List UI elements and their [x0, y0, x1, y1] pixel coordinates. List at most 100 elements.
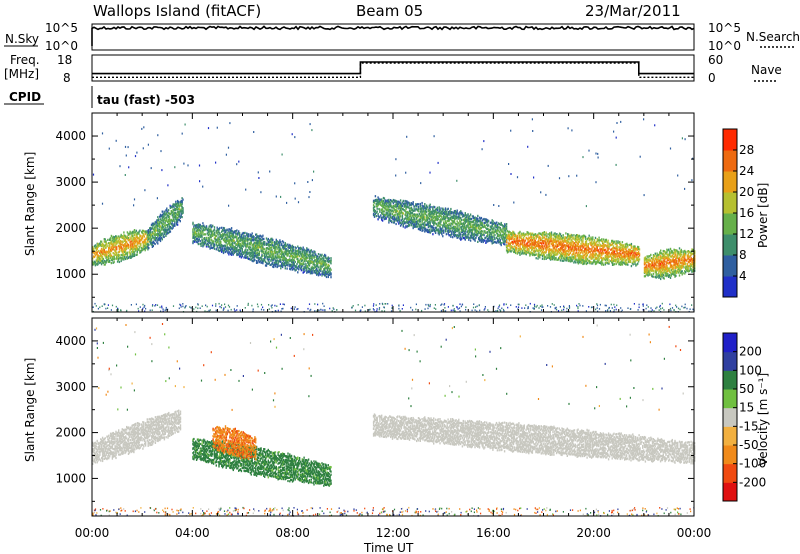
echo-cell [514, 240, 516, 243]
echo-cell [231, 235, 234, 239]
echo-cell [264, 254, 266, 257]
echo-cell [550, 248, 553, 251]
echo-cell [443, 229, 445, 232]
echo-cell [532, 243, 535, 246]
echo-cell [224, 247, 226, 251]
echo-cell [170, 206, 172, 209]
echo-cell [383, 202, 386, 205]
echo-cell [228, 250, 230, 253]
echo-cell [144, 243, 146, 246]
echo-cell [131, 255, 133, 258]
echo-cell [157, 235, 159, 238]
echo-cell [435, 223, 438, 226]
echo-cell [175, 205, 177, 208]
echo-cell [373, 205, 376, 208]
echo-cell [441, 216, 443, 219]
echo-cell [408, 213, 411, 216]
echo-cell [548, 245, 550, 248]
echo-cell [154, 221, 156, 224]
echo-cell [418, 224, 421, 227]
echo-cell [327, 273, 329, 277]
echo-cell [220, 242, 222, 245]
echo-cell [454, 233, 457, 237]
echo-cell [426, 215, 429, 218]
echo-cell [151, 231, 154, 234]
echo-cell [447, 212, 449, 215]
echo-cell [475, 219, 477, 222]
echo-cell [116, 254, 119, 257]
echo-cell [250, 239, 252, 242]
echo-cell [410, 219, 413, 223]
echo-cell [213, 231, 216, 234]
echo-cell [101, 252, 104, 255]
echo-cell [116, 240, 118, 243]
echo-cell [503, 235, 505, 239]
echo-cell [124, 237, 126, 240]
echo-cell [236, 253, 238, 257]
echo-cell [208, 232, 210, 235]
echo-cell [232, 231, 234, 234]
echo-cell [416, 222, 419, 225]
echo-cell [502, 236, 504, 239]
echo-cell [589, 248, 591, 251]
echo-cell [314, 250, 316, 253]
echo-cell [329, 272, 331, 275]
echo-cell [322, 271, 324, 274]
echo-cell [397, 212, 399, 216]
echo-cell [113, 236, 115, 239]
echo-cell [558, 232, 561, 235]
echo-cell [390, 204, 392, 207]
echo-cell [198, 238, 200, 241]
echo-cell [147, 229, 149, 232]
echo-cell [235, 230, 237, 233]
echo-cell [448, 227, 450, 230]
echo-cell [221, 244, 223, 247]
echo-cell [416, 220, 419, 223]
echo-cell [479, 231, 482, 234]
echo-cell [324, 274, 327, 277]
echo-cell [244, 251, 246, 254]
echo-cell [141, 237, 143, 240]
echo-cell [149, 226, 152, 229]
echo-cell [556, 240, 558, 243]
echo-cell [274, 265, 277, 268]
echo-cell [269, 263, 271, 266]
echo-cell [525, 250, 527, 253]
echo-cell [152, 228, 154, 231]
echo-cell [132, 238, 135, 241]
echo-cell [531, 245, 533, 248]
echo-cell [218, 237, 220, 240]
cpid-label: CPID [9, 90, 41, 104]
echo-cell [496, 226, 498, 229]
echo-cell [502, 230, 504, 233]
echo-cell [221, 235, 224, 238]
echo-cell [498, 222, 501, 226]
echo-cell [476, 229, 478, 232]
echo-cell [177, 202, 180, 205]
echo-cell [206, 232, 209, 235]
echo-cell [166, 232, 168, 236]
echo-cell [425, 219, 427, 222]
echo-cell [283, 258, 286, 261]
echo-cell [253, 259, 255, 262]
echo-cell [416, 203, 418, 206]
echo-cell [259, 245, 261, 248]
echo-cell [310, 266, 312, 269]
echo-cell [92, 247, 95, 250]
echo-cell [429, 203, 431, 206]
echo-cell [167, 231, 170, 235]
echo-cell [305, 249, 307, 252]
echo-cell [419, 226, 421, 229]
echo-cell [495, 230, 497, 233]
echo-cell [315, 259, 317, 262]
echo-cell [176, 216, 178, 219]
echo-cell [261, 258, 263, 261]
echo-cell [274, 241, 277, 245]
echo-cell [108, 252, 110, 255]
echo-cell [229, 231, 231, 234]
echo-cell [415, 223, 417, 226]
echo-cell [251, 255, 253, 259]
echo-cell [247, 257, 250, 260]
echo-cell [504, 225, 506, 228]
echo-cell [126, 242, 129, 245]
